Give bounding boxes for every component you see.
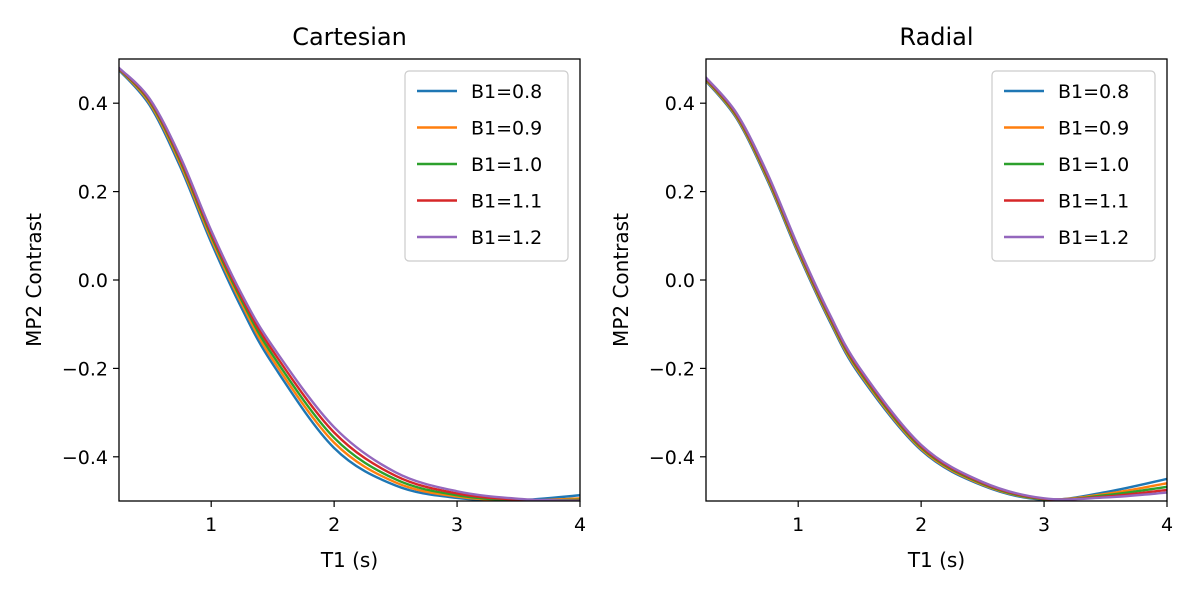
x-tick-label: 4	[1161, 514, 1173, 536]
x-tick-label: 3	[1038, 514, 1050, 536]
x-tick-label: 1	[205, 514, 217, 536]
legend: B1=0.8 B1=0.9 B1=1.0 B1=1.1 B1=1.2	[991, 70, 1156, 262]
x-tick-label: 2	[915, 514, 927, 536]
legend-label: B1=1.1	[1058, 191, 1129, 213]
x-tick-label: 2	[328, 514, 340, 536]
legend-label: B1=1.2	[1058, 227, 1129, 249]
y-tick-label: 0.0	[665, 270, 695, 292]
series-line-B1=1.2	[119, 66, 580, 501]
legend-box	[404, 70, 569, 262]
y-tick-label: 0.4	[665, 93, 695, 115]
x-tick-label: 1	[792, 514, 804, 536]
legend-label: B1=1.0	[1058, 154, 1129, 176]
legend-label: B1=0.8	[1058, 81, 1129, 103]
chart-panel-0: 1 2 3 4 0.4 0.2 0.0 −0.2 −0.4 Cartesian T1 (s) MP2 …	[22, 23, 586, 572]
chart-title: Cartesian	[292, 23, 407, 51]
series-group	[119, 66, 580, 501]
y-tick-label: −0.2	[62, 358, 108, 380]
y-tick-label: −0.4	[62, 447, 108, 469]
y-tick-label: 0.2	[78, 182, 108, 204]
legend-label: B1=0.9	[1058, 118, 1129, 140]
y-axis-label: MP2 Contrast	[22, 213, 46, 347]
chart-title: Radial	[899, 23, 973, 51]
legend-label: B1=0.8	[471, 81, 542, 103]
legend-label: B1=1.0	[471, 154, 542, 176]
legend-box	[991, 70, 1156, 262]
series-group	[706, 76, 1167, 501]
legend: B1=0.8 B1=0.9 B1=1.0 B1=1.1 B1=1.2	[404, 70, 569, 262]
x-axis-label: T1 (s)	[907, 548, 965, 572]
legend-label: B1=0.9	[471, 118, 542, 140]
y-tick-label: −0.2	[649, 358, 695, 380]
x-axis-label: T1 (s)	[320, 548, 378, 572]
y-tick-label: 0.0	[78, 270, 108, 292]
y-tick-label: −0.4	[649, 447, 695, 469]
legend-label: B1=1.2	[471, 227, 542, 249]
y-axis-label: MP2 Contrast	[609, 213, 633, 347]
series-line-B1=1.2	[706, 76, 1167, 501]
y-tick-label: 0.4	[78, 93, 108, 115]
y-tick-label: 0.2	[665, 182, 695, 204]
x-tick-label: 4	[574, 514, 586, 536]
x-tick-label: 3	[451, 514, 463, 536]
chart-panel-1: 1 2 3 4 0.4 0.2 0.0 −0.2 −0.4 Radial T1 (s) MP2 Con…	[609, 23, 1173, 572]
legend-label: B1=1.1	[471, 191, 542, 213]
